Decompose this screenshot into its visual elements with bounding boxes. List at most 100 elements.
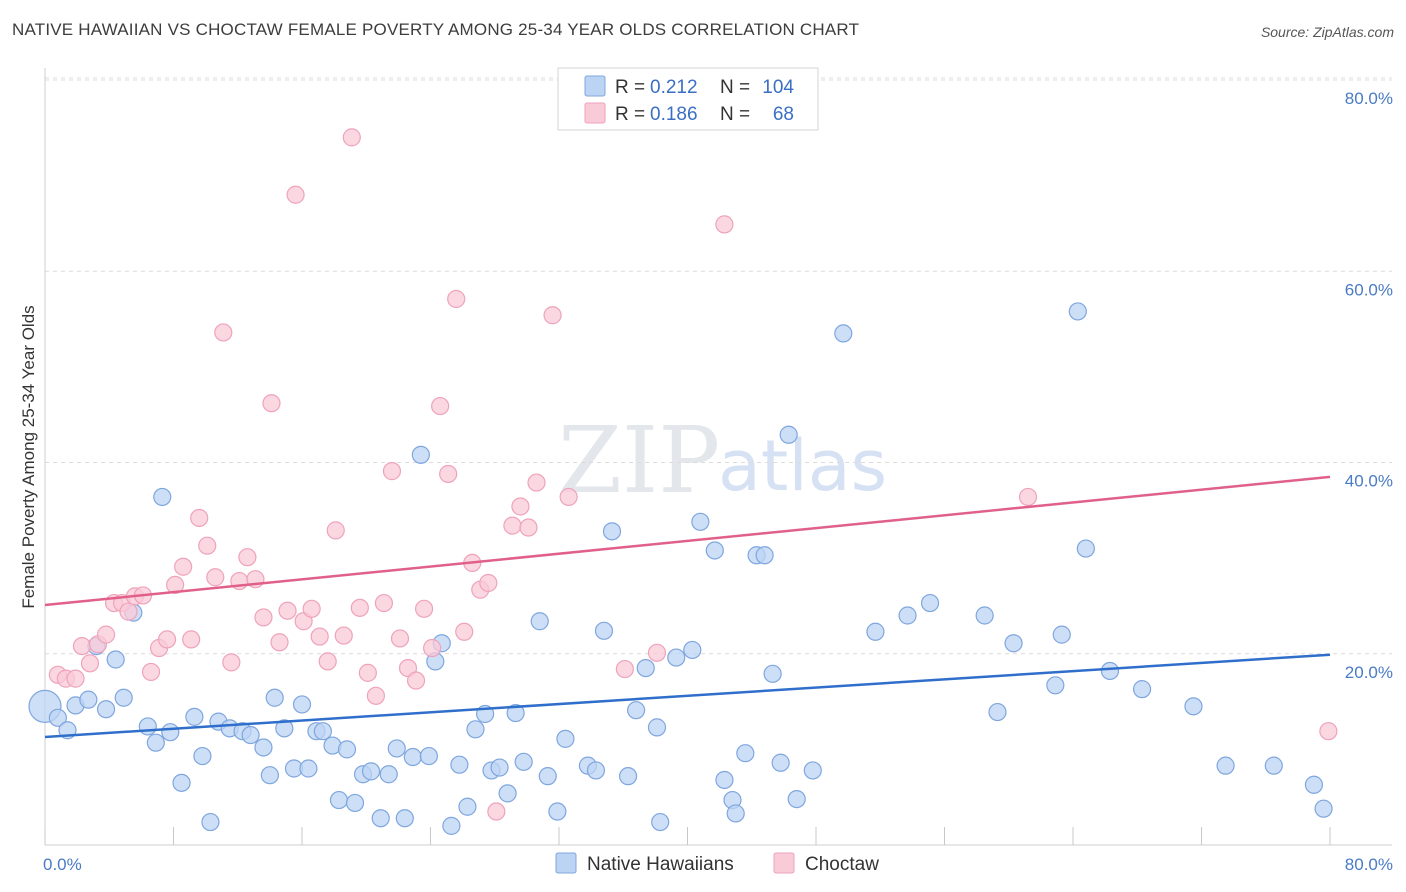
point-choctaw-47 <box>423 638 442 658</box>
point-choctaw-42 <box>382 462 402 481</box>
point-choctaw-62 <box>615 659 634 679</box>
point-native-hawaiian-22 <box>254 738 273 757</box>
point-choctaw-34 <box>318 652 337 671</box>
point-native-hawaiian-89 <box>988 702 1007 722</box>
point-native-hawaiian-32 <box>329 790 349 810</box>
point-native-hawaiian-72 <box>705 541 724 560</box>
point-native-hawaiian-83 <box>803 761 822 780</box>
point-choctaw-28 <box>270 633 289 652</box>
point-choctaw-38 <box>350 598 369 617</box>
point-choctaw-32 <box>302 599 321 618</box>
point-choctaw-60 <box>543 306 562 325</box>
point-choctaw-54 <box>479 573 498 593</box>
point-choctaw-49 <box>439 464 458 484</box>
legend-r-label-2: R = <box>615 104 645 125</box>
point-native-hawaiian-54 <box>506 703 525 723</box>
point-choctaw-64 <box>715 215 734 234</box>
point-native-hawaiian-10 <box>138 717 157 736</box>
point-native-hawaiian-55 <box>514 752 533 771</box>
point-native-hawaiian-58 <box>548 802 567 821</box>
point-native-hawaiian-52 <box>490 758 509 777</box>
trend-lines <box>44 475 1331 739</box>
point-native-hawaiian-27 <box>292 695 312 714</box>
point-choctaw-66 <box>1319 722 1338 741</box>
point-choctaw-27 <box>262 394 281 413</box>
point-native-hawaiian-62 <box>594 621 614 640</box>
point-choctaw-36 <box>334 626 353 645</box>
point-native-hawaiian-11 <box>146 733 165 752</box>
bottom-legend-swatch-native-hawaiians <box>555 852 577 874</box>
point-choctaw-6 <box>96 625 116 644</box>
legend-r-value-1: 0.212 <box>650 77 698 98</box>
point-choctaw-9 <box>119 602 138 621</box>
point-native-hawaiian-4 <box>79 690 98 709</box>
point-choctaw-51 <box>455 622 474 641</box>
bottom-legend-native-hawaiians: Native Hawaiians <box>587 854 734 875</box>
point-choctaw-39 <box>358 663 377 682</box>
point-choctaw-43 <box>390 629 410 648</box>
point-choctaw-30 <box>286 185 305 204</box>
point-native-hawaiian-69 <box>667 648 686 667</box>
point-native-hawaiian-87 <box>920 593 940 613</box>
point-native-hawaiian-7 <box>106 650 125 669</box>
point-native-hawaiian-13 <box>161 723 180 742</box>
point-native-hawaiian-98 <box>1216 756 1235 775</box>
point-native-hawaiian-64 <box>618 767 638 786</box>
point-choctaw-50 <box>447 289 466 309</box>
point-native-hawaiian-73 <box>715 770 734 790</box>
point-native-hawaiian-56 <box>530 612 549 631</box>
point-native-hawaiian-37 <box>371 809 390 828</box>
point-native-hawaiian-92 <box>1052 625 1071 644</box>
point-native-hawaiian-88 <box>975 606 994 625</box>
legend-r-label-1: R = <box>615 77 645 98</box>
point-choctaw-12 <box>141 662 161 682</box>
chart-source: Source: ZipAtlas.com <box>1260 24 1394 40</box>
legend-swatch-choctaw <box>584 102 606 124</box>
point-native-hawaiian-23 <box>260 766 279 785</box>
point-native-hawaiian-84 <box>834 324 853 343</box>
point-native-hawaiian-66 <box>636 658 655 678</box>
y-tick-label-60: 60.0% <box>1345 280 1393 299</box>
point-native-hawaiian-71 <box>691 512 710 531</box>
point-native-hawaiian-25 <box>275 719 294 738</box>
point-native-hawaiian-1 <box>48 708 67 727</box>
point-choctaw-65 <box>1018 487 1038 507</box>
point-native-hawaiian-79 <box>763 664 782 683</box>
point-native-hawaiian-61 <box>586 761 606 780</box>
chart-title: NATIVE HAWAIIAN VS CHOCTAW FEMALE POVERT… <box>12 20 860 39</box>
legend-n-value-2: 68 <box>773 104 794 125</box>
watermark-zip: ZIP <box>558 407 720 514</box>
point-native-hawaiian-14 <box>172 773 191 792</box>
point-native-hawaiian-34 <box>345 793 365 813</box>
point-choctaw-48 <box>431 396 450 416</box>
point-native-hawaiian-78 <box>755 546 774 565</box>
legend: R = 0.212 N = 104 R = 0.186 N = 68 <box>557 67 819 131</box>
point-native-hawaiian-49 <box>466 720 485 739</box>
point-choctaw-35 <box>326 521 345 540</box>
point-native-hawaiian-82 <box>787 789 806 809</box>
point-native-hawaiian-68 <box>651 812 670 832</box>
point-choctaw-15 <box>166 575 185 595</box>
point-native-hawaiian-96 <box>1132 680 1152 699</box>
watermark-atlas: atlas <box>718 425 887 507</box>
point-choctaw-63 <box>647 643 667 662</box>
point-native-hawaiian-70 <box>683 640 702 660</box>
bottom-legend-choctaw: Choctaw <box>805 854 879 875</box>
point-choctaw-57 <box>511 497 530 516</box>
point-native-hawaiian-41 <box>403 747 422 767</box>
bottom-legend: Native Hawaiians Choctaw <box>555 852 879 875</box>
legend-r-value-2: 0.186 <box>650 104 698 125</box>
point-native-hawaiian-97 <box>1184 697 1203 716</box>
point-native-hawaiian-8 <box>114 688 133 707</box>
point-choctaw-17 <box>182 630 201 649</box>
y-axis-label: Female Poverty Among 25-34 Year Olds <box>19 305 38 608</box>
point-native-hawaiian-75 <box>726 804 745 823</box>
point-native-hawaiian-57 <box>538 767 557 786</box>
point-choctaw-2 <box>66 669 85 688</box>
point-native-hawaiian-38 <box>379 765 398 784</box>
point-native-hawaiian-16 <box>193 746 212 766</box>
point-choctaw-16 <box>174 557 193 576</box>
point-native-hawaiian-63 <box>602 522 622 541</box>
x-tick-label-max: 80.0% <box>1345 855 1393 874</box>
